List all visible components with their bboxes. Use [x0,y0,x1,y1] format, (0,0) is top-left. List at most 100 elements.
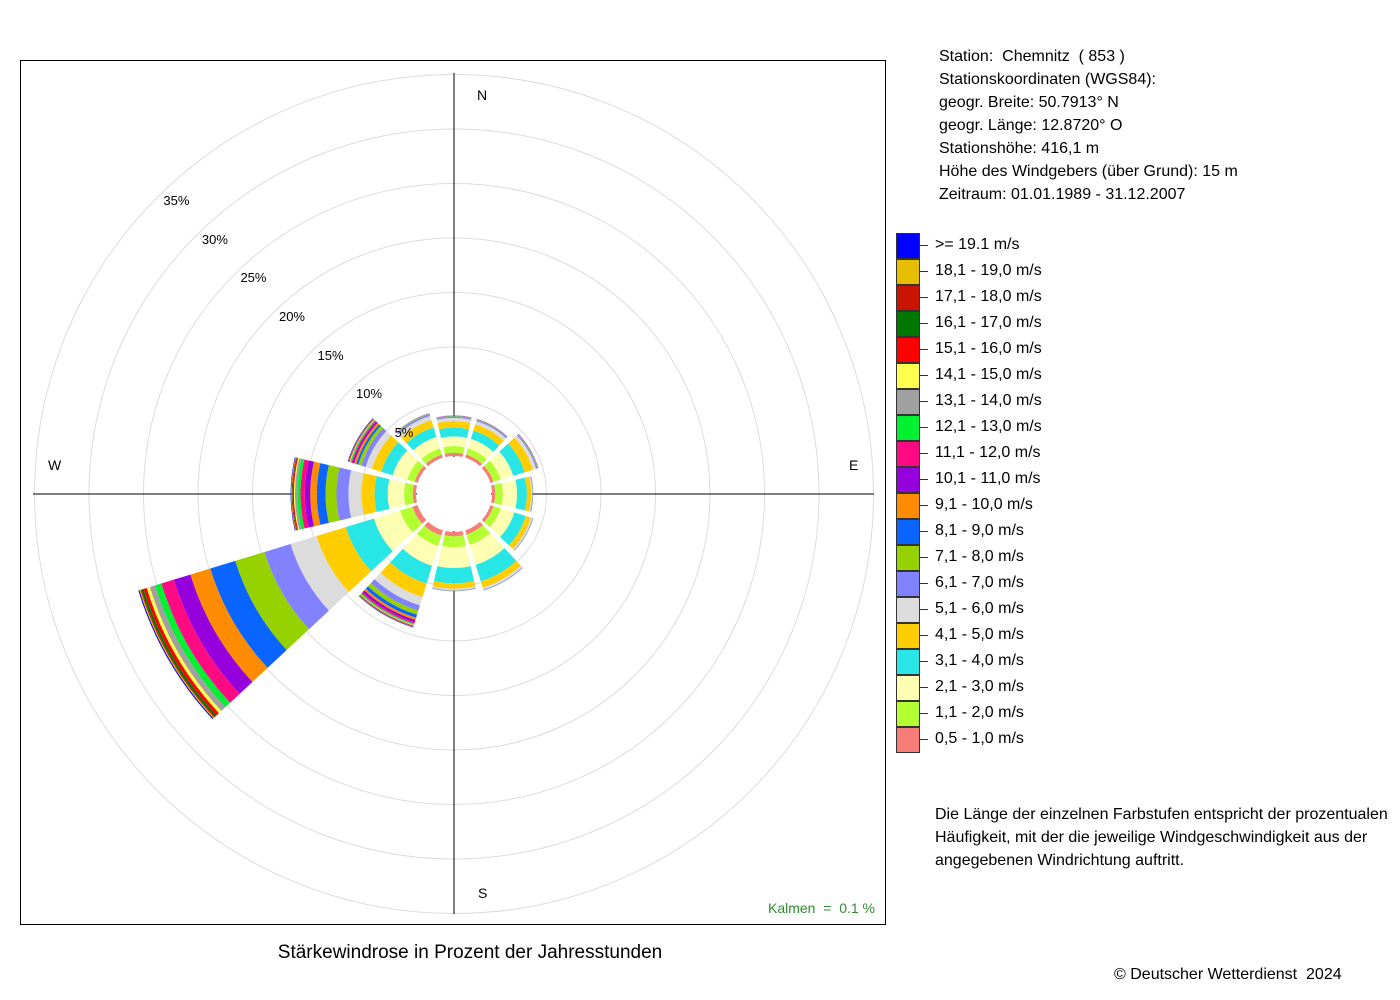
sector-60-class-2 [489,451,514,480]
station-line: Stationshöhe: 416,1 m [939,140,1100,157]
legend-swatch [896,545,920,571]
sector-300-class-4 [371,435,399,472]
sector-0-class-4 [437,421,471,430]
legend-tick [920,661,928,662]
sector-240-class-12 [154,583,231,708]
sector-270-class-16 [292,457,297,531]
sector-0-class-1 [443,446,465,454]
sector-0-class-9 [436,415,472,418]
sector-330-class-6 [397,414,431,435]
sector-330-class-4 [401,420,434,444]
sector-90-class-7 [530,476,534,512]
ring-label: 30% [201,231,228,247]
legend-swatch [896,623,920,649]
legend-swatch [896,441,920,467]
sector-0-class-11 [436,415,472,418]
sector-180-class-8 [432,588,476,592]
sector-210-class-4 [380,562,427,598]
sector-180-class-6 [432,587,476,591]
sector-240-class-7 [235,551,310,651]
sector-300-class-8 [356,424,381,465]
sector-210-class-7 [367,583,419,615]
sector-270-class-3 [374,476,390,512]
sector-240-class-3 [345,518,393,572]
sector-90-class-2 [501,479,518,509]
sector-120-class-1 [484,506,501,528]
sector-330-class-2 [413,436,441,460]
legend-label: 9,1 - 10,0 m/s [935,496,1033,513]
calm-circle [417,457,491,531]
legend-swatch [896,285,920,311]
sector-240-class-9 [190,568,268,682]
legend-swatch [896,389,920,415]
legend-label: 15,1 - 16,0 m/s [935,340,1042,357]
sector-180-class-3 [433,566,475,584]
legend-tick [920,583,928,584]
sector-180-class-0 [444,531,464,537]
sector-210-class-3 [390,548,433,584]
legend-tick [920,297,928,298]
legend-label: 18,1 - 19,0 m/s [935,262,1042,279]
station-line: geogr. Länge: 12.8720° O [939,117,1123,134]
legend-label: 16,1 - 17,0 m/s [935,314,1042,331]
sector-150-class-3 [475,548,517,582]
calm-label: Kalmen = 0.1 % [767,900,875,916]
station-line: Station: Chemnitz ( 853 ) [939,48,1125,65]
legend-tick [920,687,928,688]
sector-330-class-3 [406,427,437,451]
ring-label: 10% [356,386,383,402]
sector-90-class-1 [494,482,503,506]
ring-label: 15% [317,347,344,363]
legend-label: 17,1 - 18,0 m/s [935,288,1042,305]
sector-30-class-3 [470,430,500,452]
sector-180-class-4 [432,580,476,589]
sector-210-class-6 [370,579,420,611]
sector-210-class-0 [424,521,443,536]
sector-150-class-4 [480,560,521,588]
sector-270-class-1 [404,482,414,506]
sector-150-class-0 [465,521,483,535]
sector-330-class-1 [421,448,442,464]
sector-60-class-4 [508,437,534,473]
station-line: Höhe des Windgebers (über Grund): 15 m [939,163,1238,180]
legend-swatch [896,701,920,727]
sector-90-class-0 [491,484,496,504]
ring-label: 25% [240,270,267,286]
legend-label: 6,1 - 7,0 m/s [935,574,1024,591]
legend-label: >= 19.1 m/s [935,236,1020,253]
sector-210-class-10 [362,590,416,623]
sector-270-class-10 [304,460,314,528]
chart-title: Stärkewindrose in Prozent der Jahresstun… [277,942,663,963]
legend-swatch [896,597,920,623]
legend-tick [920,739,928,740]
legend-swatch [896,233,920,259]
legend-tick [920,375,928,376]
sector-0-class-6 [436,416,472,420]
sector-270-class-11 [300,459,309,529]
sector-60-class-6 [516,434,538,469]
sector-180-class-2 [437,545,471,568]
legend-tick [920,349,928,350]
sector-240-class-6 [264,543,329,630]
sector-180-class-7 [432,588,476,592]
sector-210-class-5 [374,572,423,606]
sector-150-class-2 [469,532,505,565]
sector-270-class-19 [290,457,296,531]
sector-270-class-17 [291,457,297,531]
sector-270-class-0 [412,484,417,504]
sector-240-class-2 [373,510,413,552]
sector-210-class-8 [365,586,418,618]
sector-270-class-5 [348,470,364,518]
compass-north: N [477,87,488,103]
sector-60-class-0 [481,465,494,483]
station-line: Zeitraum: 01.01.1989 - 31.12.2007 [939,186,1186,203]
sector-270-class-12 [297,458,305,530]
sector-90-class-6 [530,476,533,512]
sector-60-class-5 [514,435,537,470]
legend-swatch [896,259,920,285]
sector-60-class-1 [484,460,501,482]
sector-300-class-0 [414,465,427,483]
sector-120-class-3 [500,512,526,546]
sector-270-class-14 [293,457,300,531]
legend-swatch [896,727,920,753]
